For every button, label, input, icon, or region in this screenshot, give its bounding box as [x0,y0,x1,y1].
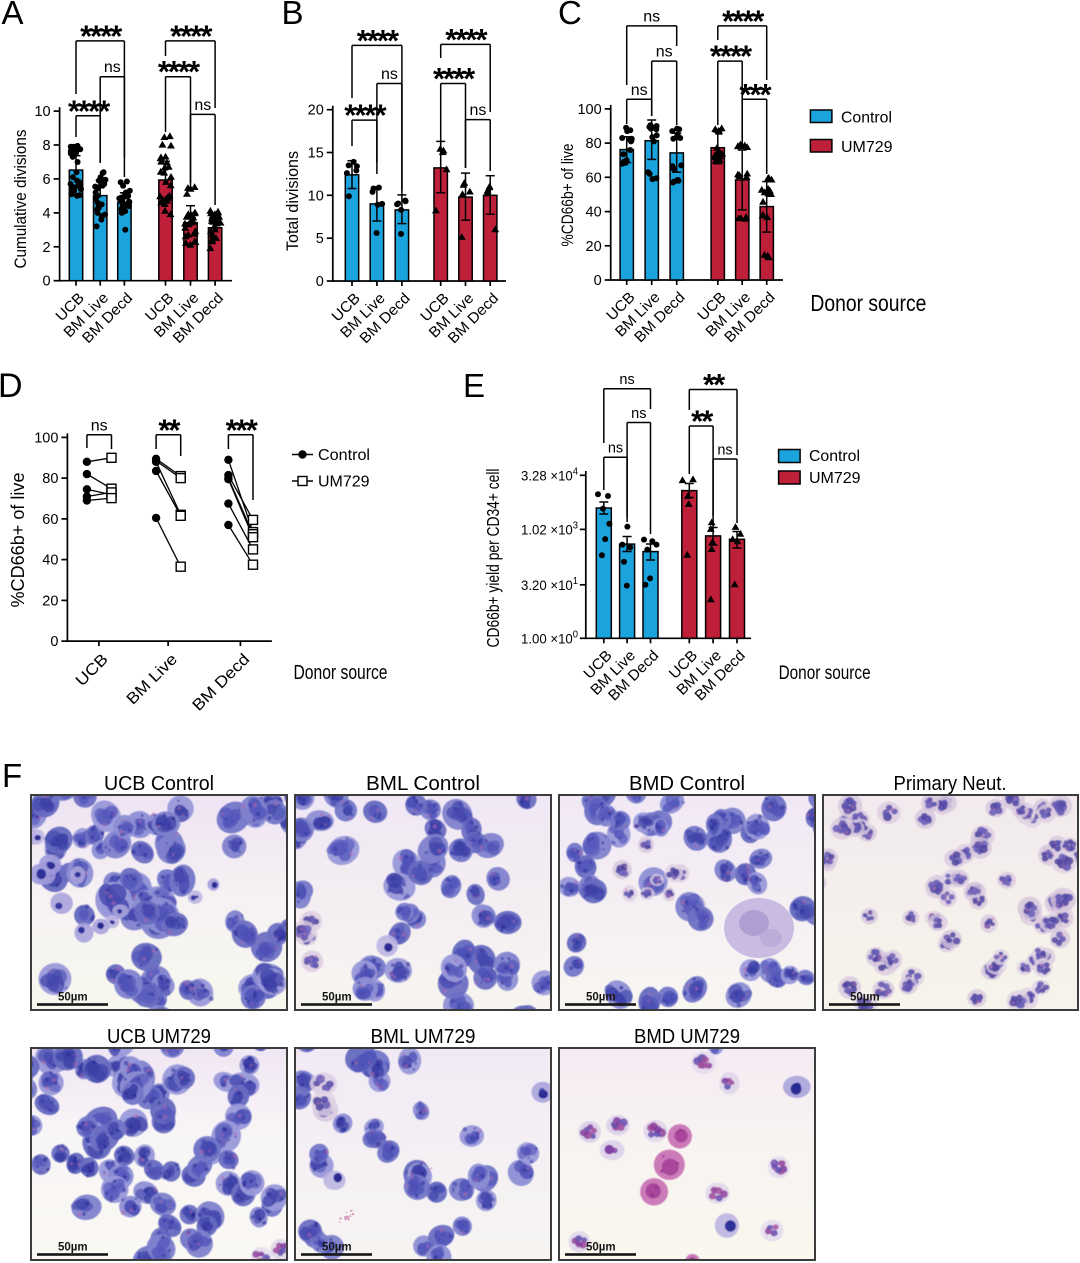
svg-text:F: F [2,757,22,794]
svg-text:BML Control: BML Control [366,773,480,795]
svg-text:10: 10 [34,104,50,120]
svg-text:Primary Neut.: Primary Neut. [894,773,1007,795]
svg-text:ns: ns [631,82,648,99]
svg-text:**: ** [703,367,726,402]
svg-text:0: 0 [50,634,58,650]
svg-text:****: **** [344,98,387,133]
svg-text:Control: Control [318,447,370,464]
svg-text:50µm: 50µm [586,1242,616,1254]
svg-text:ns: ns [717,443,732,459]
svg-text:****: **** [433,61,476,96]
svg-text:ns: ns [469,102,486,119]
svg-text:8: 8 [43,138,51,154]
svg-text:Donor source: Donor source [294,661,388,684]
svg-text:0: 0 [316,274,324,290]
svg-text:ns: ns [381,66,398,83]
svg-text:100: 100 [34,430,58,446]
svg-text:ns: ns [104,59,121,76]
svg-text:BM Decd: BM Decd [190,651,254,715]
svg-text:%CD66b+ of live: %CD66b+ of live [8,473,28,608]
svg-text:****: **** [80,18,123,53]
svg-text:****: **** [722,3,765,38]
svg-text:100: 100 [577,102,601,118]
svg-text:1.00 ×100: 1.00 ×100 [521,629,578,646]
svg-text:**: ** [158,412,181,447]
svg-text:B: B [282,0,304,31]
svg-text:Donor source: Donor source [810,290,926,316]
svg-text:BMD Control: BMD Control [629,773,745,795]
svg-text:4: 4 [43,206,51,222]
svg-text:80: 80 [42,471,58,487]
svg-text:3.20 ×101: 3.20 ×101 [521,576,578,593]
svg-text:**: ** [691,404,714,439]
svg-text:ns: ns [643,8,660,25]
svg-text:UCB Control: UCB Control [104,773,214,795]
svg-text:6: 6 [43,172,51,188]
svg-text:80: 80 [586,136,602,152]
svg-text:1.02 ×103: 1.02 ×103 [521,520,578,537]
svg-text:Control: Control [809,448,860,465]
svg-text:Total divisions: Total divisions [283,151,302,251]
svg-text:20: 20 [42,593,58,609]
svg-text:Control: Control [841,110,892,127]
svg-text:BM Live: BM Live [124,651,181,708]
svg-text:UM729: UM729 [809,470,861,487]
svg-text:0: 0 [43,274,51,290]
svg-text:****: **** [158,54,201,89]
svg-text:%CD66b+ of live: %CD66b+ of live [558,144,577,247]
svg-text:****: **** [68,93,111,128]
svg-text:3.28 ×104: 3.28 ×104 [521,466,578,483]
svg-text:UCB UM729: UCB UM729 [107,1026,211,1048]
svg-text:***: *** [739,77,772,112]
svg-text:0: 0 [594,273,602,289]
svg-text:20: 20 [586,239,602,255]
svg-text:E: E [463,367,485,404]
svg-text:ns: ns [631,406,646,422]
svg-text:ns: ns [91,417,108,434]
svg-text:***: *** [226,412,259,447]
svg-text:UM729: UM729 [841,139,893,156]
svg-text:D: D [0,367,23,405]
svg-text:20: 20 [308,103,324,119]
svg-text:2: 2 [43,240,51,256]
svg-text:60: 60 [42,512,58,528]
svg-text:UM729: UM729 [318,474,370,491]
svg-text:50µm: 50µm [58,992,88,1004]
svg-text:50µm: 50µm [58,1242,88,1254]
svg-text:10: 10 [308,188,324,204]
svg-text:ns: ns [194,97,211,114]
svg-text:40: 40 [42,553,58,569]
svg-text:BMD UM729: BMD UM729 [634,1026,740,1048]
svg-text:****: **** [445,22,488,57]
svg-text:Cumulative divisions: Cumulative divisions [11,130,30,269]
svg-text:5: 5 [316,231,324,247]
svg-text:40: 40 [586,205,602,221]
svg-text:ns: ns [656,44,673,61]
svg-text:50µm: 50µm [850,992,880,1004]
svg-text:ns: ns [608,441,623,457]
svg-text:15: 15 [308,146,324,162]
svg-text:A: A [2,0,24,31]
svg-text:UCB: UCB [73,651,112,690]
svg-text:50µm: 50µm [322,992,352,1004]
svg-text:****: **** [357,23,400,58]
svg-text:****: **** [170,18,213,53]
svg-text:CD66b+ yield per CD34+ cell: CD66b+ yield per CD34+ cell [483,469,503,648]
svg-text:BML UM729: BML UM729 [371,1026,476,1048]
svg-text:Donor source: Donor source [779,662,871,684]
svg-text:ns: ns [619,372,634,388]
svg-text:50µm: 50µm [586,992,616,1004]
svg-text:50µm: 50µm [322,1242,352,1254]
svg-text:C: C [558,0,582,31]
svg-text:60: 60 [586,170,602,186]
svg-text:****: **** [710,39,753,74]
